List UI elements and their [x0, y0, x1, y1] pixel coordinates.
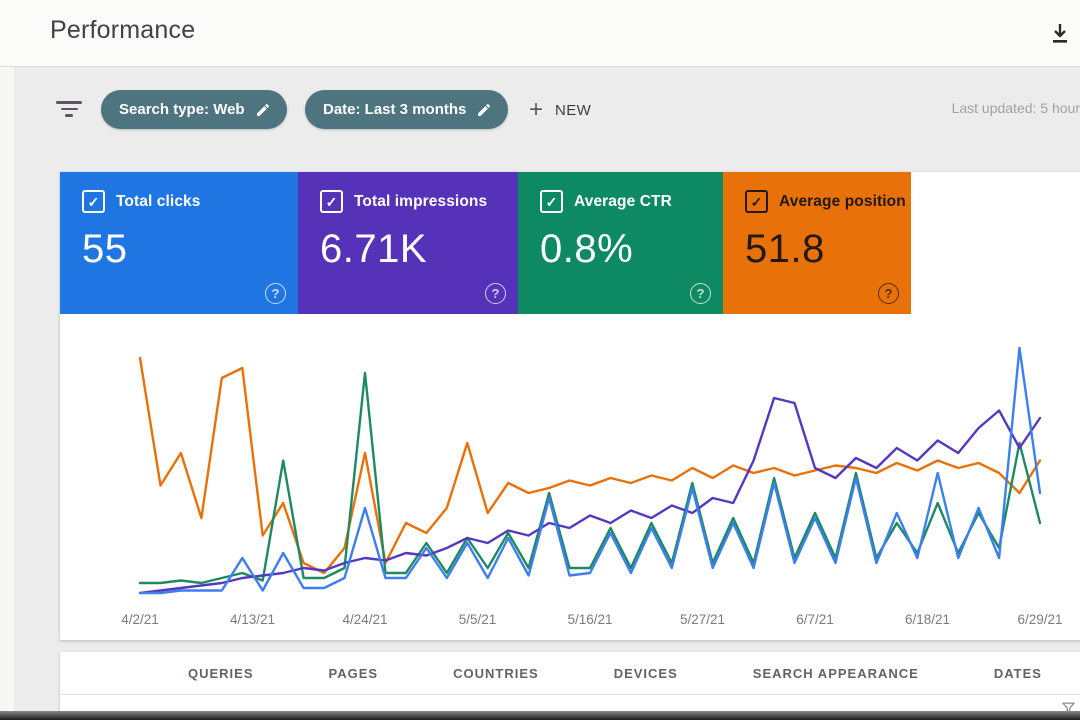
metric-label: Average CTR — [574, 192, 672, 210]
header: Performance — [0, 0, 1080, 67]
x-tick-label: 6/18/21 — [904, 612, 951, 627]
x-tick-label: 5/27/21 — [679, 612, 726, 627]
performance-chart[interactable]: 4/2/21 4/13/21 4/24/21 5/5/21 5/16/21 5/27/21… — [60, 334, 1080, 640]
screen-bottom-bezel — [0, 711, 1080, 720]
performance-panel: ✓ Total clicks 55? ✓ Total impressions 6.71K?… — [60, 172, 1080, 640]
tab-dates[interactable]: DATES — [993, 665, 1042, 681]
metric-value: 55 — [82, 227, 128, 271]
metric-label: Average position — [779, 192, 906, 210]
help-icon[interactable]: ? — [485, 283, 506, 304]
help-icon[interactable]: ? — [265, 283, 286, 304]
metric-cards: ✓ Total clicks 55? ✓ Total impressions 6.71K?… — [60, 172, 1080, 314]
metric-label: Total impressions — [354, 192, 488, 210]
tab-queries[interactable]: QUERIES — [188, 665, 254, 681]
metric-card-average-position[interactable]: ✓ Average position 51.8? — [723, 172, 911, 314]
filter-list-icon[interactable] — [55, 101, 83, 121]
dimensions-panel: QUERIES PAGES COUNTRIES DEVICES SEARCH APPEA… — [60, 652, 1080, 720]
metric-card-average-ctr[interactable]: ✓ Average CTR 0.8%? — [518, 172, 723, 314]
tab-devices[interactable]: DEVICES — [613, 665, 678, 681]
metric-value: 0.8% — [540, 227, 634, 271]
x-tick-label: 4/24/21 — [342, 612, 388, 627]
date-range-chip[interactable]: Date: Last 3 months — [305, 90, 509, 129]
x-tick-label: 5/5/21 — [458, 612, 497, 627]
metric-card-total-impressions[interactable]: ✓ Total impressions 6.71K? — [298, 172, 518, 314]
metric-checkbox-checked[interactable]: ✓ — [320, 190, 343, 213]
date-range-chip-label: Date: Last 3 months — [323, 101, 467, 118]
screen-left-edge — [0, 0, 14, 720]
x-tick-label: 4/13/21 — [229, 612, 276, 627]
plus-icon: + — [529, 96, 544, 123]
series-line-clicks — [138, 346, 1042, 595]
x-tick-label: 6/7/21 — [796, 612, 834, 627]
series-line-ctr — [138, 371, 1042, 585]
metric-card-total-clicks[interactable]: ✓ Total clicks 55? — [60, 172, 298, 314]
help-icon[interactable]: ? — [690, 283, 711, 304]
metric-value: 6.71K — [320, 227, 428, 271]
series-line-position — [138, 356, 1042, 575]
filter-bar: Search type: Web Date: Last 3 months + N… — [0, 88, 1080, 134]
page-title: Performance — [50, 16, 196, 44]
tab-pages[interactable]: PAGES — [328, 665, 379, 681]
metric-checkbox-checked[interactable]: ✓ — [540, 190, 563, 213]
dimension-tabs: QUERIES PAGES COUNTRIES DEVICES SEARCH APPEA… — [60, 652, 1080, 695]
tab-countries[interactable]: COUNTRIES — [453, 665, 539, 681]
chart-canvas[interactable] — [60, 334, 1080, 606]
search-type-chip-label: Search type: Web — [119, 101, 245, 118]
help-icon[interactable]: ? — [878, 283, 899, 304]
tab-search-appearance[interactable]: SEARCH APPEARANCE — [752, 665, 919, 681]
new-filter-button[interactable]: + NEW — [523, 94, 597, 126]
chart-x-axis: 4/2/21 4/13/21 4/24/21 5/5/21 5/16/21 5/27/21… — [60, 606, 1080, 640]
series-line-impressions — [138, 396, 1042, 595]
x-tick-label: 4/2/21 — [121, 612, 159, 627]
last-updated-text: Last updated: 5 hour — [951, 100, 1080, 116]
metric-checkbox-checked[interactable]: ✓ — [82, 190, 105, 213]
download-icon — [1048, 23, 1072, 48]
metric-value: 51.8 — [745, 227, 825, 271]
edit-pencil-icon — [476, 102, 492, 118]
metric-label: Total clicks — [116, 192, 201, 210]
search-type-chip[interactable]: Search type: Web — [101, 90, 287, 129]
x-tick-label: 5/16/21 — [567, 612, 613, 627]
edit-pencil-icon — [255, 102, 271, 118]
metric-checkbox-checked[interactable]: ✓ — [745, 190, 768, 213]
download-button[interactable] — [1046, 20, 1074, 48]
new-filter-label: NEW — [555, 101, 592, 119]
x-tick-label: 6/29/21 — [1017, 612, 1063, 627]
